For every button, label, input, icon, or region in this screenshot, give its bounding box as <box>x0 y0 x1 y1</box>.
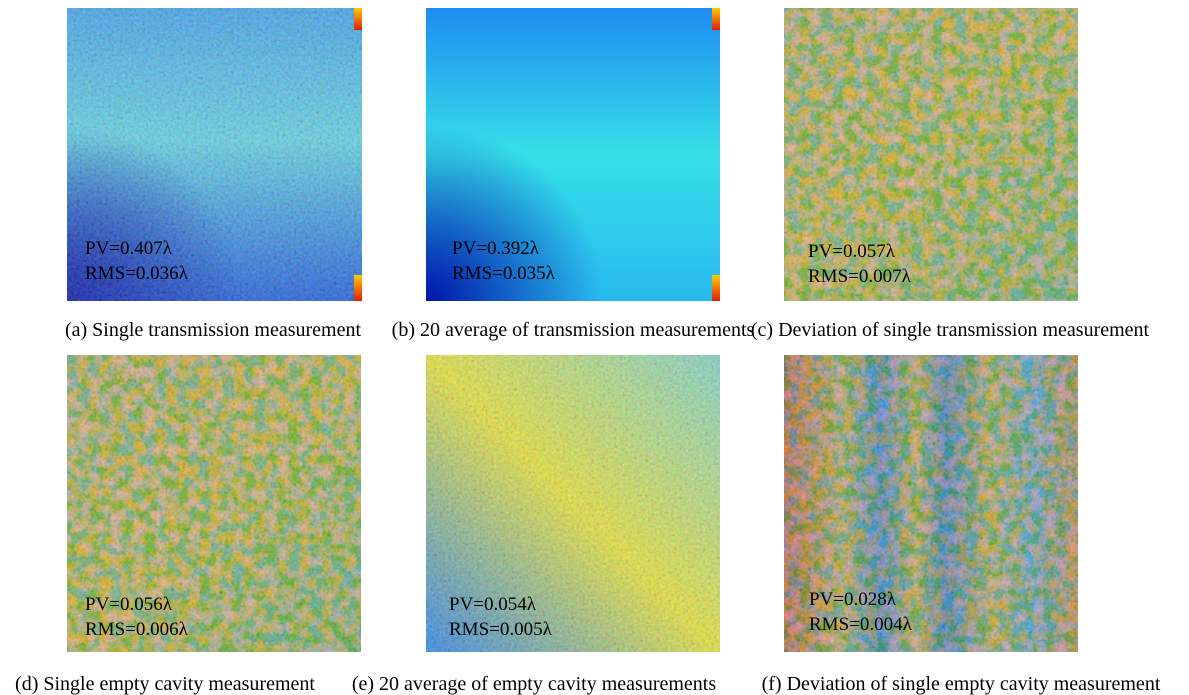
pv-label: PV=0.056λ <box>85 594 173 615</box>
caption: (d) Single empty cavity measurement <box>15 673 315 695</box>
caption: (c) Deviation of single transmission mea… <box>751 319 1150 341</box>
pv-label: PV=0.407λ <box>85 238 173 259</box>
caption: (e) 20 average of empty cavity measureme… <box>352 673 717 695</box>
figure: PV=0.407λ RMS=0.036λ PV=0.392λ RMS=0.035… <box>0 0 1189 695</box>
caption: (a) Single transmission measurement <box>65 319 361 341</box>
rms-label: RMS=0.006λ <box>85 619 189 640</box>
caption: (b) 20 average of transmission measureme… <box>392 319 755 341</box>
rms-label: RMS=0.005λ <box>449 619 553 640</box>
pv-label: PV=0.392λ <box>452 238 540 259</box>
pv-label: PV=0.057λ <box>808 241 896 262</box>
rms-label: RMS=0.036λ <box>85 263 189 284</box>
rms-label: RMS=0.035λ <box>452 263 556 284</box>
pv-label: PV=0.054λ <box>449 594 537 615</box>
rms-label: RMS=0.007λ <box>808 266 912 287</box>
caption: (f) Deviation of single empty cavity mea… <box>762 673 1161 695</box>
pv-label: PV=0.028λ <box>809 589 897 610</box>
rms-label: RMS=0.004λ <box>809 614 913 635</box>
